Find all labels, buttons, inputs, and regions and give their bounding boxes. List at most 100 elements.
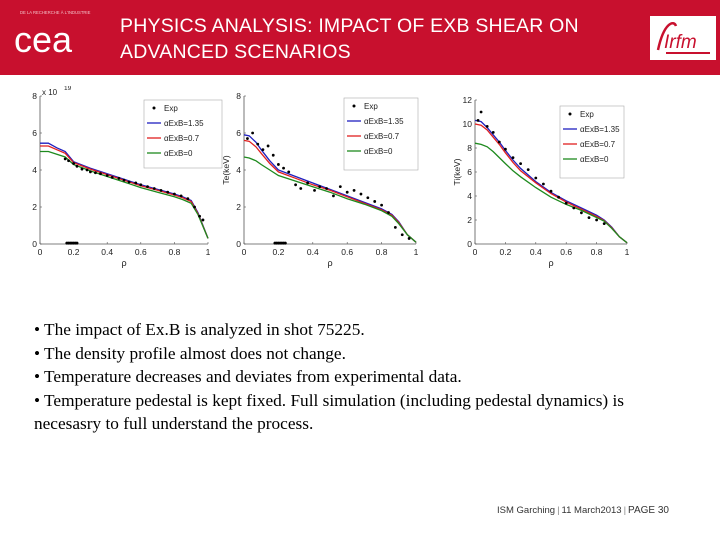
legend-entry: αExB=0 xyxy=(364,147,393,156)
exp-point xyxy=(542,182,545,186)
footer-separator: | xyxy=(623,505,627,516)
exp-point-axis xyxy=(75,241,79,245)
chart-ne: 00.20.40.60.8102468ρne(m⁻³)x 1019ExpαExB… xyxy=(32,86,223,268)
series-line-αExB=0 xyxy=(40,150,209,239)
y-tick-label: 0 xyxy=(236,239,241,249)
exp-point xyxy=(564,201,568,205)
exp-point xyxy=(400,233,404,237)
exp-point xyxy=(491,131,495,134)
exp-point xyxy=(146,185,149,189)
y-tick-label: 4 xyxy=(467,191,472,201)
exp-point xyxy=(504,147,507,151)
exp-point xyxy=(201,218,205,222)
legend-marker-exp xyxy=(152,106,156,110)
exp-point xyxy=(526,168,530,171)
exponent-label: x 10 xyxy=(42,88,58,97)
exp-point xyxy=(479,110,483,114)
y-tick-label: 0 xyxy=(467,239,472,249)
exp-point xyxy=(352,188,356,192)
exp-point xyxy=(110,176,114,179)
legend-box xyxy=(143,99,223,169)
y-tick-label: 8 xyxy=(236,91,241,101)
x-tick-label: 1 xyxy=(625,247,630,257)
y-tick-label: 2 xyxy=(32,202,37,212)
y-tick-label: 2 xyxy=(467,215,472,225)
exp-point xyxy=(139,183,143,187)
exp-point xyxy=(345,190,349,194)
exp-point xyxy=(117,176,121,180)
y-tick-label: 6 xyxy=(32,128,37,138)
bullet-item: • The density profile almost does not ch… xyxy=(34,343,346,363)
series-line-αExB=0 xyxy=(474,142,628,244)
x-tick-label: 0 xyxy=(473,247,478,257)
exp-point xyxy=(287,170,291,174)
exp-point xyxy=(325,187,328,190)
series-line-αExB=0.7 xyxy=(243,139,417,243)
footer-separator: | xyxy=(557,505,560,516)
x-tick-label: 0 xyxy=(242,247,247,257)
exp-point xyxy=(186,197,190,201)
footer: ISM Garching | 11 March2013 | PAGE 30 xyxy=(497,505,669,516)
exp-point xyxy=(72,162,75,165)
exp-point xyxy=(373,200,377,203)
y-tick-label: 12 xyxy=(463,95,473,105)
legend-entry: Exp xyxy=(164,104,178,113)
x-tick-label: 0.6 xyxy=(135,247,147,257)
exp-point xyxy=(89,170,92,174)
bullet-item: • Temperature pedestal is kept fixed. Fu… xyxy=(34,390,625,434)
exp-point xyxy=(105,174,109,177)
exp-point xyxy=(359,192,363,196)
cea-tagline: DE LA RECHERCHE À L'INDUSTRIE xyxy=(20,10,91,15)
exp-point xyxy=(277,163,280,166)
exp-point xyxy=(261,148,265,152)
legend-entry: αExB=1.35 xyxy=(164,119,204,128)
exp-point xyxy=(366,196,370,200)
exp-point xyxy=(476,119,480,122)
exp-point xyxy=(587,216,591,220)
exp-point xyxy=(282,166,285,170)
y-tick-label: 2 xyxy=(236,202,241,212)
legend-marker-exp xyxy=(352,104,356,108)
legend-entry: αExB=0.7 xyxy=(364,132,400,141)
x-tick-label: 0.2 xyxy=(272,247,284,257)
footer-page: PAGE 30 xyxy=(628,505,669,516)
x-tick-label: 0.6 xyxy=(341,247,353,257)
y-tick-label: 6 xyxy=(236,128,241,138)
x-tick-label: 0.4 xyxy=(530,247,542,257)
exp-point xyxy=(152,187,156,190)
exp-point xyxy=(134,181,138,185)
profiles-figure: 00.20.40.60.8102468ρne(m⁻³)x 1019ExpαExB… xyxy=(32,86,630,268)
exp-point xyxy=(306,181,310,185)
exp-point xyxy=(63,157,67,161)
legend-box xyxy=(343,97,419,171)
page-title: PHYSICS ANALYSIS: IMPACT OF EXB SHEAR ON… xyxy=(120,15,579,63)
x-tick-label: 0.2 xyxy=(499,247,511,257)
exp-point xyxy=(198,214,202,218)
legend-entry: αExB=1.35 xyxy=(364,117,404,126)
exp-point xyxy=(380,203,383,207)
x-axis-label: ρ xyxy=(548,258,553,268)
exp-point xyxy=(393,225,397,229)
exp-point xyxy=(193,205,196,209)
exp-point xyxy=(580,211,583,215)
exp-point xyxy=(602,222,606,226)
exp-point xyxy=(271,153,275,157)
exp-point xyxy=(127,180,131,184)
legend-entry: αExB=0 xyxy=(580,155,609,164)
exp-point xyxy=(166,190,170,194)
y-tick-label: 8 xyxy=(32,91,37,101)
y-tick-label: 4 xyxy=(236,165,241,175)
chart-te: 0 0.2 0.4 0.6 0.8 1 0 2 4 6 8 ρ Te(keV) Exp αExB=1.35 α… xyxy=(221,91,419,268)
bullet-list: • The impact of Ex.B is analyzed in shot… xyxy=(34,318,694,436)
cea-logo: DE LA RECHERCHE À L'INDUSTRIE cea xyxy=(14,10,91,60)
exp-point xyxy=(387,211,390,214)
exp-point xyxy=(67,159,70,163)
footer-date: 11 March2013 xyxy=(561,505,622,516)
exp-point xyxy=(94,171,97,175)
legend-entry: Exp xyxy=(364,102,378,111)
exp-point xyxy=(318,185,322,189)
exp-point xyxy=(332,194,335,198)
legend-entry: αExB=0.7 xyxy=(164,134,200,143)
x-axis-label: ρ xyxy=(121,258,126,268)
y-tick-label: 10 xyxy=(463,119,473,129)
